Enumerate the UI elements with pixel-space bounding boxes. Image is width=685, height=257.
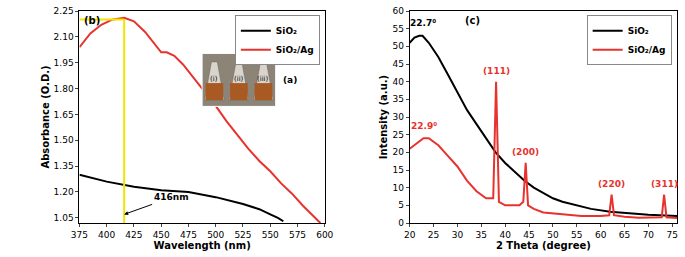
svg-text:2 Theta (degree): 2 Theta (degree) (496, 240, 591, 251)
svg-text:22.9⁰: 22.9⁰ (411, 121, 437, 131)
svg-text:Intensity (a.u.): Intensity (a.u.) (378, 75, 389, 159)
svg-text:600: 600 (316, 230, 333, 240)
svg-text:2.10: 2.10 (54, 32, 74, 42)
svg-text:575: 575 (289, 230, 306, 240)
svg-text:75: 75 (666, 230, 677, 240)
svg-text:550: 550 (262, 230, 279, 240)
svg-text:30: 30 (452, 230, 464, 240)
svg-text:SiO₂: SiO₂ (628, 26, 649, 36)
svg-text:45: 45 (523, 230, 534, 240)
svg-text:70: 70 (643, 230, 655, 240)
svg-text:50: 50 (547, 230, 559, 240)
svg-text:450: 450 (153, 230, 170, 240)
svg-text:50: 50 (392, 41, 404, 51)
svg-text:(ii): (ii) (234, 75, 244, 83)
svg-text:475: 475 (180, 230, 197, 240)
svg-text:22.7⁰: 22.7⁰ (410, 18, 436, 28)
svg-text:40: 40 (392, 77, 404, 87)
svg-text:35: 35 (392, 94, 403, 104)
svg-text:25: 25 (392, 130, 403, 140)
svg-text:(200): (200) (512, 147, 539, 157)
svg-text:(111): (111) (483, 66, 510, 76)
svg-text:1.65: 1.65 (54, 110, 74, 120)
svg-text:2.25: 2.25 (54, 6, 74, 16)
svg-text:65: 65 (619, 230, 630, 240)
svg-text:45: 45 (392, 59, 403, 69)
svg-text:(220): (220) (598, 179, 625, 189)
svg-text:20: 20 (392, 147, 404, 157)
svg-text:(311): (311) (651, 179, 678, 189)
svg-text:55: 55 (571, 230, 582, 240)
svg-text:15: 15 (392, 165, 403, 175)
svg-text:40: 40 (499, 230, 511, 240)
svg-text:SiO₂/Ag: SiO₂/Ag (628, 45, 666, 55)
svg-text:35: 35 (476, 230, 487, 240)
svg-text:(c): (c) (465, 15, 480, 26)
svg-text:0: 0 (398, 218, 404, 228)
svg-text:1.20: 1.20 (54, 187, 74, 197)
svg-text:(a): (a) (283, 75, 297, 85)
svg-text:416nm: 416nm (154, 192, 189, 202)
svg-text:500: 500 (207, 230, 224, 240)
svg-text:Absorbance (O.D.): Absorbance (O.D.) (40, 65, 51, 168)
svg-text:20: 20 (404, 230, 416, 240)
svg-text:5: 5 (398, 200, 404, 210)
svg-text:1.50: 1.50 (54, 135, 74, 145)
svg-text:55: 55 (392, 24, 403, 34)
svg-text:(iii): (iii) (257, 75, 269, 83)
svg-text:30: 30 (392, 112, 404, 122)
svg-text:SiO₂/Ag: SiO₂/Ag (276, 45, 314, 55)
svg-text:425: 425 (125, 230, 142, 240)
svg-text:60: 60 (392, 6, 404, 16)
svg-text:1.35: 1.35 (54, 161, 74, 171)
svg-text:(i): (i) (210, 75, 218, 83)
svg-text:1.95: 1.95 (54, 58, 74, 68)
svg-text:SiO₂: SiO₂ (276, 26, 297, 36)
svg-text:1.80: 1.80 (54, 84, 74, 94)
svg-text:(b): (b) (84, 15, 100, 26)
svg-text:375: 375 (71, 230, 88, 240)
svg-text:60: 60 (595, 230, 607, 240)
svg-text:525: 525 (234, 230, 251, 240)
svg-text:1.05: 1.05 (54, 213, 74, 223)
svg-text:400: 400 (98, 230, 115, 240)
svg-text:10: 10 (392, 183, 404, 193)
svg-text:Wavelength (nm): Wavelength (nm) (153, 240, 250, 251)
svg-text:25: 25 (428, 230, 439, 240)
